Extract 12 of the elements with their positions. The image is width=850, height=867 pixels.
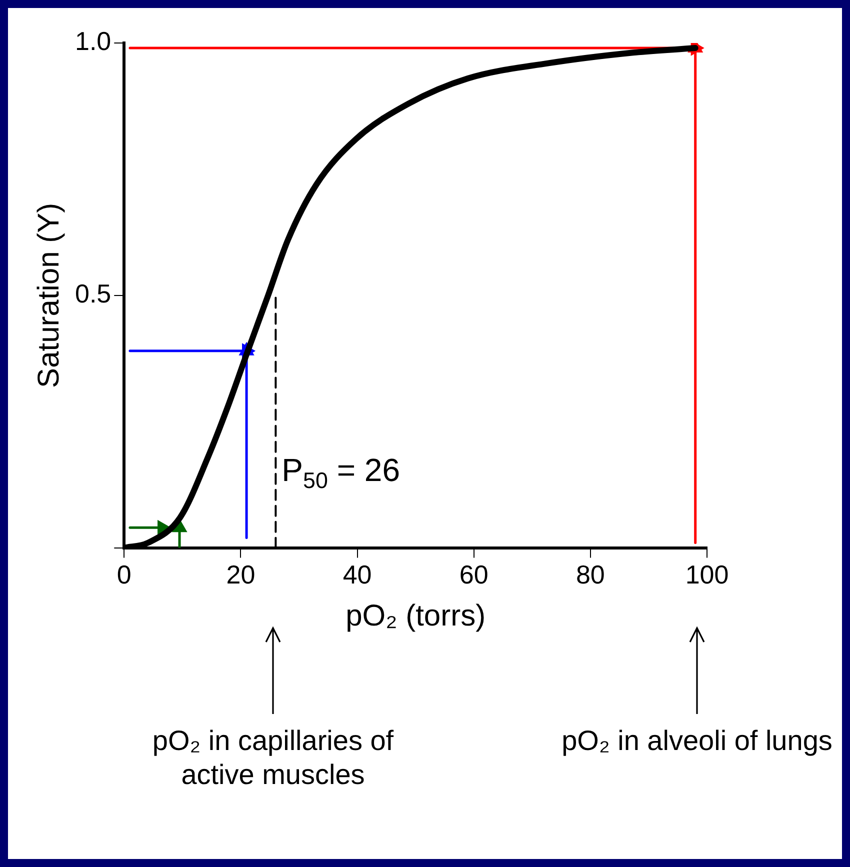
y-tick-label: 1.0 (74, 26, 112, 56)
x-tick-label: 100 (685, 560, 729, 590)
y-tick-label: 0.5 (74, 278, 112, 309)
x-tick-label: 60 (459, 560, 488, 590)
x-tick-label: 40 (342, 560, 372, 590)
x-tick-label: 20 (226, 560, 256, 590)
x-axis-title: pO₂ (torrs) (346, 599, 486, 632)
x-tick-label: 80 (576, 560, 605, 590)
y-axis-title: Saturation (Y) (32, 202, 66, 388)
text: pO₂ in capillaries of active muscles (151, 724, 395, 792)
text: pO₂ in alveoli of lungs (562, 724, 832, 758)
x-tick-label: 0 (116, 560, 132, 590)
